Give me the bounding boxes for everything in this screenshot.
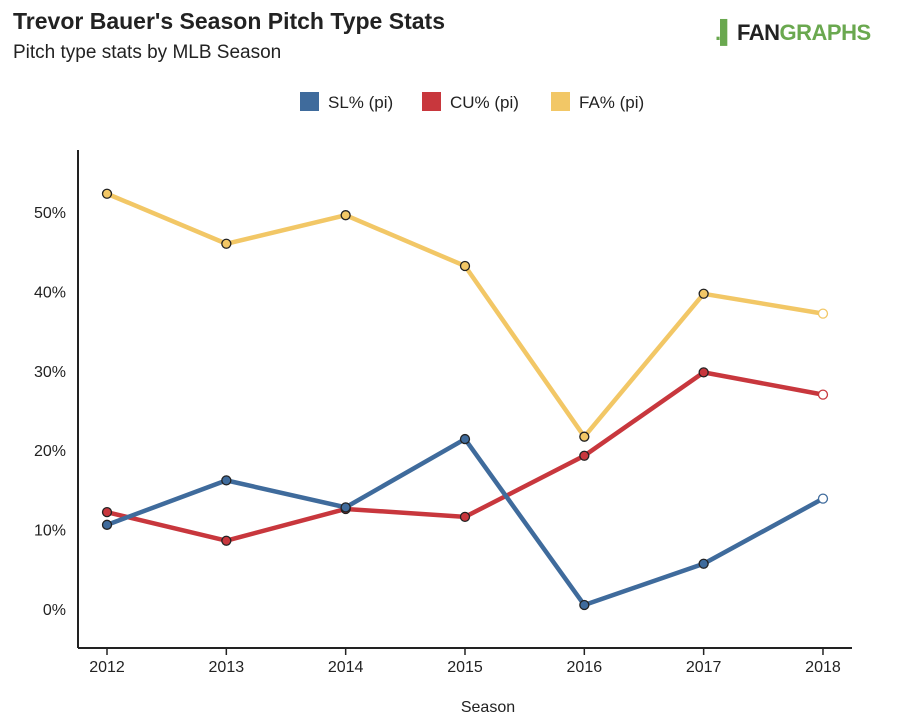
legend-swatch — [422, 92, 441, 111]
legend-label: CU% (pi) — [450, 93, 519, 112]
data-point — [698, 558, 709, 569]
data-point — [101, 506, 113, 518]
data-point — [459, 260, 471, 272]
series-line-0 — [106, 436, 825, 608]
data-point — [579, 450, 590, 461]
data-point — [579, 599, 590, 611]
chart-title: Trevor Bauer's Season Pitch Type Stats — [13, 8, 445, 34]
data-point — [698, 288, 709, 299]
x-tick-label: 2012 — [89, 659, 125, 676]
data-point — [459, 433, 471, 445]
y-tick-label: 50% — [34, 205, 66, 222]
legend-label: SL% (pi) — [328, 93, 393, 112]
y-tick-label: 0% — [43, 602, 66, 619]
x-tick-label: 2013 — [209, 659, 245, 676]
y-tick-label: 30% — [34, 364, 66, 381]
fangraphs-logo: .▍FANGRAPHS — [715, 20, 871, 45]
x-tick-label: 2018 — [805, 659, 841, 676]
data-point — [698, 367, 709, 378]
x-axis-label: Season — [461, 699, 515, 716]
x-tick-label: 2015 — [447, 659, 483, 676]
legend-swatch — [300, 92, 319, 111]
data-point — [817, 389, 829, 400]
x-tick-label: 2017 — [686, 659, 722, 676]
y-tick-label: 40% — [34, 284, 66, 301]
data-point — [101, 188, 113, 199]
chart-subtitle: Pitch type stats by MLB Season — [13, 42, 282, 63]
data-point — [221, 475, 232, 486]
x-tick-label: 2016 — [567, 659, 603, 676]
data-point — [817, 493, 829, 504]
data-point — [221, 238, 232, 249]
data-point — [101, 519, 113, 530]
data-point — [579, 431, 590, 442]
data-point — [340, 502, 351, 513]
legend-swatch — [551, 92, 570, 111]
data-point — [817, 308, 829, 319]
y-tick-label: 10% — [34, 523, 66, 540]
data-point — [221, 535, 232, 546]
x-tick-label: 2014 — [328, 659, 364, 676]
data-point — [459, 511, 471, 523]
series-line-2 — [106, 191, 824, 439]
y-tick-label: 20% — [34, 443, 66, 460]
data-point — [340, 210, 351, 221]
legend-label: FA% (pi) — [579, 93, 644, 112]
